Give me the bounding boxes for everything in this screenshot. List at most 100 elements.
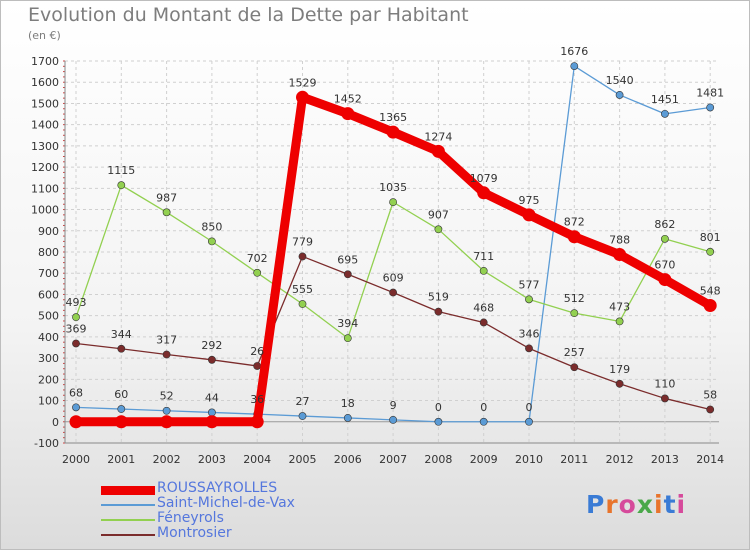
x-tick-label: 2009 xyxy=(470,453,498,466)
legend-label: Montrosier xyxy=(157,525,232,541)
data-point-feneyrols xyxy=(570,309,579,318)
data-label-saint-michel-de-vax: 36 xyxy=(250,393,264,406)
logo-letter: x xyxy=(636,490,654,519)
data-label-feneyrols: 473 xyxy=(609,300,630,313)
data-point-montrosier xyxy=(479,318,488,327)
data-point-montrosier xyxy=(661,394,669,403)
data-label-roussayrolles: 1079 xyxy=(470,172,498,185)
data-point-feneyrols xyxy=(434,225,443,234)
data-label-feneyrols: 850 xyxy=(201,220,222,233)
data-point-montrosier xyxy=(343,270,352,279)
y-tick-label: 600 xyxy=(38,288,59,301)
data-label-saint-michel-de-vax: 18 xyxy=(341,397,355,410)
x-tick-label: 2011 xyxy=(560,453,588,466)
y-tick-label: 0 xyxy=(52,416,59,429)
data-label-saint-michel-de-vax: 44 xyxy=(205,391,219,404)
data-point-feneyrols xyxy=(298,300,307,308)
data-point-roussayrolles xyxy=(114,415,128,429)
data-label-montrosier: 779 xyxy=(292,235,313,248)
data-label-saint-michel-de-vax: 1451 xyxy=(651,93,679,106)
data-label-montrosier: 609 xyxy=(383,272,404,285)
data-point-feneyrols xyxy=(162,208,171,217)
data-label-montrosier: 344 xyxy=(111,328,132,341)
x-tick-label: 2013 xyxy=(651,453,679,466)
data-label-feneyrols: 493 xyxy=(66,296,87,309)
x-tick-label: 2007 xyxy=(379,453,407,466)
y-tick-label: 400 xyxy=(38,331,59,344)
data-point-feneyrols xyxy=(253,268,262,277)
data-point-saint-michel-de-vax xyxy=(298,412,307,420)
y-tick-label: 200 xyxy=(38,373,59,386)
data-point-montrosier xyxy=(570,363,579,372)
legend-label: ROUSSAYROLLES xyxy=(157,480,278,496)
data-label-montrosier: 695 xyxy=(337,253,358,266)
x-tick-label: 2008 xyxy=(424,453,452,466)
data-point-feneyrols xyxy=(525,295,533,304)
logo-letter: P xyxy=(586,490,606,519)
data-point-saint-michel-de-vax xyxy=(343,414,352,422)
x-tick-label: 2001 xyxy=(107,453,135,466)
y-tick-label: 1100 xyxy=(31,182,59,195)
data-point-roussayrolles xyxy=(567,230,581,244)
data-label-montrosier: 110 xyxy=(654,377,675,390)
data-point-roussayrolles xyxy=(386,125,400,139)
data-label-montrosier: 58 xyxy=(703,388,717,401)
x-tick-label: 2003 xyxy=(198,453,226,466)
data-point-saint-michel-de-vax xyxy=(570,62,579,70)
data-point-feneyrols xyxy=(706,247,715,256)
data-label-saint-michel-de-vax: 52 xyxy=(160,390,174,403)
x-tick-label: 2006 xyxy=(334,453,362,466)
y-tick-label: 500 xyxy=(38,310,59,323)
data-label-feneyrols: 801 xyxy=(700,231,721,244)
data-point-roussayrolles xyxy=(341,107,355,121)
data-label-montrosier: 346 xyxy=(519,327,540,340)
logo-letter: i xyxy=(654,490,664,519)
data-label-saint-michel-de-vax: 9 xyxy=(390,399,397,412)
data-point-roussayrolles xyxy=(658,273,672,287)
legend-swatch xyxy=(101,519,155,521)
data-label-saint-michel-de-vax: 1481 xyxy=(696,86,724,99)
data-label-roussayrolles: 548 xyxy=(700,284,721,297)
logo-letter: t xyxy=(663,490,677,519)
x-tick-label: 2005 xyxy=(289,453,317,466)
data-point-saint-michel-de-vax xyxy=(389,415,397,424)
x-tick-label: 2014 xyxy=(696,453,724,466)
data-label-roussayrolles: 975 xyxy=(519,194,540,207)
data-point-roussayrolles xyxy=(477,186,491,200)
data-label-roussayrolles: 788 xyxy=(609,234,630,247)
data-point-feneyrols xyxy=(479,266,488,275)
y-tick-label: 700 xyxy=(38,267,59,280)
data-label-roussayrolles: 1365 xyxy=(379,111,407,124)
logo-letter: r xyxy=(605,490,619,519)
legend-label: Féneyrols xyxy=(157,510,224,526)
data-label-saint-michel-de-vax: 1540 xyxy=(606,74,634,87)
data-label-saint-michel-de-vax: 0 xyxy=(526,401,533,414)
data-point-feneyrols xyxy=(661,234,669,243)
data-label-saint-michel-de-vax: 60 xyxy=(114,388,128,401)
data-point-saint-michel-de-vax xyxy=(72,403,80,412)
data-label-montrosier: 179 xyxy=(609,363,630,376)
data-point-feneyrols xyxy=(207,237,216,246)
data-point-roussayrolles xyxy=(69,415,83,429)
data-label-feneyrols: 711 xyxy=(473,250,494,263)
data-label-roussayrolles: 872 xyxy=(564,216,585,229)
data-point-montrosier xyxy=(706,405,715,414)
data-point-feneyrols xyxy=(615,317,624,326)
legend-swatch xyxy=(101,504,155,506)
data-label-montrosier: 292 xyxy=(201,339,222,352)
data-label-roussayrolles: 1529 xyxy=(289,76,317,89)
legend-label: Saint-Michel-de-Vax xyxy=(157,495,295,511)
data-point-montrosier xyxy=(525,344,533,353)
data-label-feneyrols: 907 xyxy=(428,208,449,221)
data-point-montrosier xyxy=(72,339,80,348)
data-point-montrosier xyxy=(389,288,397,297)
y-tick-label: 1000 xyxy=(31,204,59,217)
data-point-saint-michel-de-vax xyxy=(661,109,669,118)
data-point-feneyrols xyxy=(117,181,126,190)
data-point-roussayrolles xyxy=(250,415,264,429)
data-point-roussayrolles xyxy=(205,415,219,429)
y-tick-label: 100 xyxy=(38,395,59,408)
x-tick-label: 2002 xyxy=(153,453,181,466)
y-tick-label: 300 xyxy=(38,352,59,365)
